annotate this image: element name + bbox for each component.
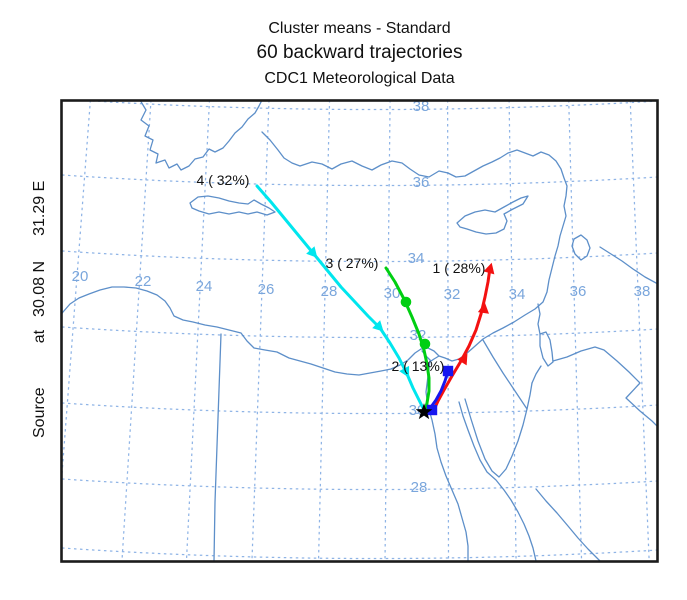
meridian-36E [568, 100, 583, 561]
source-star-icon [415, 403, 433, 420]
meridian-26E [251, 100, 270, 561]
plot-title: Cluster means - Standard [268, 20, 451, 37]
plot-subtitle: 60 backward trajectories [256, 42, 463, 63]
lat-label-38: 38 [413, 98, 430, 115]
square-marker-cluster-2 [426, 404, 438, 416]
lon-label-38: 38 [634, 283, 651, 300]
map-frame [60, 99, 659, 563]
cluster-label-2: 2 ( 13%) [392, 358, 445, 374]
border-egypt-israel [482, 339, 528, 410]
lon-label-24: 24 [196, 278, 213, 295]
parallel-28N [62, 478, 657, 491]
lake-syria [571, 234, 591, 261]
coast-gulf-of-suez-red-sea [458, 401, 537, 561]
lat-label-36: 36 [413, 174, 430, 191]
meridian-34E [508, 100, 517, 561]
triangle-marker-cluster-4 [306, 246, 318, 258]
triangle-marker-cluster-4 [399, 365, 410, 378]
triangle-marker-cluster-4 [372, 320, 384, 332]
lat-lon-grid [62, 100, 657, 561]
cluster-label-3: 3 ( 27%) [326, 255, 379, 271]
lon-label-28: 28 [321, 283, 338, 300]
square-marker-cluster-2 [442, 365, 454, 377]
meridian-38E [629, 100, 650, 561]
island-crete [189, 195, 276, 216]
coast-sinai [464, 382, 533, 478]
cluster-label-4: 4 ( 32%) [197, 172, 250, 188]
triangle-marker-cluster-1 [477, 302, 489, 314]
lon-label-22: 22 [135, 273, 152, 290]
lon-label-34: 34 [509, 286, 526, 303]
parallel-26N [62, 547, 657, 560]
meridian-22E [121, 100, 152, 561]
source-marker [415, 403, 433, 420]
coast-aegean [139, 100, 263, 171]
parallel-30N [62, 402, 657, 415]
circle-marker-cluster-3 [419, 338, 431, 350]
island-cyprus [456, 195, 529, 235]
cluster-label-1: 1 ( 28%) [433, 260, 486, 276]
triangle-marker-cluster-1 [457, 353, 468, 366]
border-libya-egypt [213, 333, 222, 561]
meridian-28E [317, 100, 331, 561]
river-nile [425, 360, 469, 561]
river-euphrates [599, 246, 657, 285]
triangle-marker-cluster-1 [483, 262, 495, 275]
lon-label-32: 32 [444, 286, 461, 303]
cluster-percent-labels: 4 ( 32%) 3 ( 27%) 1 ( 28%) 2 ( 13%) [197, 172, 486, 374]
meridian-30E [384, 100, 391, 561]
lon-label-30: 30 [384, 285, 401, 302]
coast-saudi-red-sea [535, 488, 601, 561]
trajectory-cluster-1 [431, 266, 492, 414]
trajectory-cluster-3 [384, 266, 431, 413]
lon-label-26: 26 [258, 281, 275, 298]
lake-dead-sea [539, 331, 554, 367]
parallel-36N [62, 174, 657, 187]
river-jordan [537, 303, 541, 335]
title-block: Cluster means - Standard 60 backward tra… [61, 20, 658, 87]
circle-marker-cluster-3 [400, 296, 412, 308]
lon-label-36: 36 [570, 283, 587, 300]
meridian-32E [446, 100, 450, 561]
trajectory-cluster-4 [255, 184, 426, 412]
meridian-24E [185, 100, 211, 561]
line-arava-valley [531, 365, 542, 384]
meteo-data-label: CDC1 Meteorological Data [264, 70, 455, 87]
coast-turkey-levant-africa [62, 131, 568, 376]
cluster-trajectories [255, 184, 495, 416]
border-jordan-saudi [552, 346, 657, 427]
lat-label-28: 28 [411, 479, 428, 496]
parallel-32N [62, 326, 657, 339]
lat-label-34: 34 [408, 250, 425, 267]
lon-label-20: 20 [72, 268, 89, 285]
coastlines [62, 100, 657, 561]
